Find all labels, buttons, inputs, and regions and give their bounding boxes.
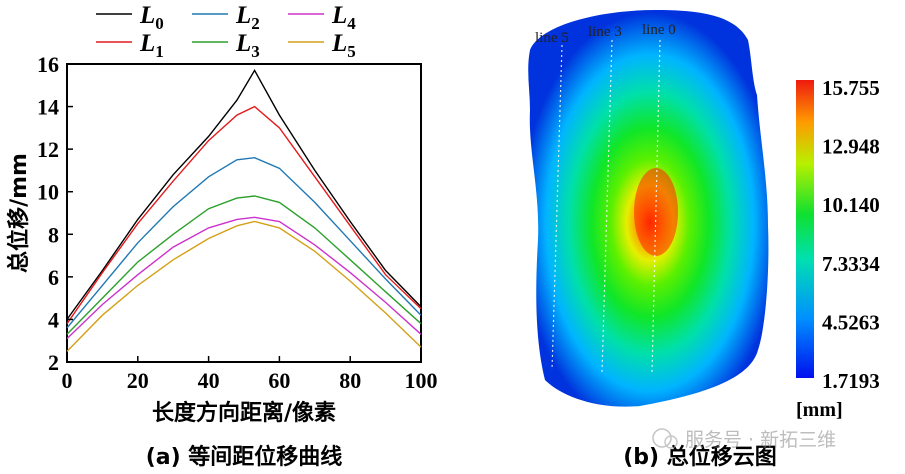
colorbar-tick-label: 4.5263 (822, 310, 880, 334)
y-tick-label: 14 (37, 95, 59, 120)
caption-right: (b) 总位移云图 (623, 444, 777, 470)
x-axis-ticks: 0 20 40 60 80 100 (62, 356, 438, 393)
caption-left: (a) 等间距位移曲线 (146, 444, 343, 470)
legend-label-L2: L2 (235, 2, 260, 33)
specimen-contour (528, 10, 769, 407)
watermark-text: 服务号 · 新拓三维 (685, 429, 836, 451)
displacement-line-chart: 0 20 40 60 80 100 2 4 6 8 10 12 14 16 长度方向距离/像素 总位移/… (6, 2, 438, 470)
plot-area-frame (66, 63, 422, 363)
y-tick-label: 16 (37, 52, 59, 77)
x-tick-label: 40 (198, 368, 220, 393)
wechat-icon-inner (664, 435, 678, 449)
legend-label-L0: L0 (139, 2, 164, 33)
measurement-line-5 (551, 44, 563, 371)
y-tick-label: 12 (37, 137, 59, 162)
x-tick-label: 100 (405, 368, 438, 393)
colorbar-tick-label: 10.140 (822, 193, 880, 217)
x-tick-label: 0 (62, 368, 73, 393)
series-line-L5 (66, 220, 422, 352)
y-tick-label: 2 (48, 350, 59, 375)
legend-label-L4: L4 (331, 2, 356, 33)
y-tick-label: 4 (48, 307, 59, 332)
series-line-L2 (66, 156, 422, 329)
y-tick-label: 8 (48, 222, 59, 247)
watermark: 服务号 · 新拓三维 (652, 428, 836, 451)
line-label-3: line 3 (588, 24, 622, 40)
x-axis-label: 长度方向距离/像素 (152, 400, 336, 426)
legend-label-L1: L1 (139, 30, 164, 61)
colorbar-unit: [mm] (796, 399, 843, 421)
series-line-L1 (66, 105, 422, 325)
x-tick-label: 20 (127, 368, 149, 393)
line-label-0: line 0 (642, 22, 676, 38)
colorbar-tick-label: 15.755 (822, 76, 880, 100)
x-tick-label: 60 (268, 368, 290, 393)
y-tick-label: 6 (48, 265, 59, 290)
colorbar-ticks: 15.755 12.948 10.140 7.3334 4.5263 1.7193 (822, 76, 880, 393)
colorbar-tick-label: 7.3334 (822, 252, 880, 276)
colorbar-tick-label: 1.7193 (822, 369, 880, 393)
x-tick-label: 80 (339, 368, 361, 393)
measurement-line-0 (651, 39, 661, 373)
colorbar (796, 80, 814, 378)
y-tick-label: 10 (37, 180, 59, 205)
y-axis-ticks: 2 4 6 8 10 12 14 16 (37, 52, 73, 375)
series-line-L3 (66, 195, 422, 335)
series-layer (66, 68, 422, 352)
peak-hotspot (634, 168, 678, 256)
y-axis-label: 总位移/mm (6, 153, 32, 273)
series-line-L4 (66, 216, 422, 340)
legend-label-L3: L3 (235, 30, 260, 61)
legend-label-L5: L5 (331, 30, 356, 61)
measurement-line-3 (601, 39, 613, 373)
wechat-icon (652, 428, 672, 448)
colorbar-tick-label: 12.948 (822, 135, 880, 159)
displacement-contour-map: line 5 line 3 line 0 15.755 12.948 10.140 7… (528, 10, 880, 470)
series-line-L0 (66, 68, 422, 320)
line-label-5: line 5 (535, 30, 569, 46)
